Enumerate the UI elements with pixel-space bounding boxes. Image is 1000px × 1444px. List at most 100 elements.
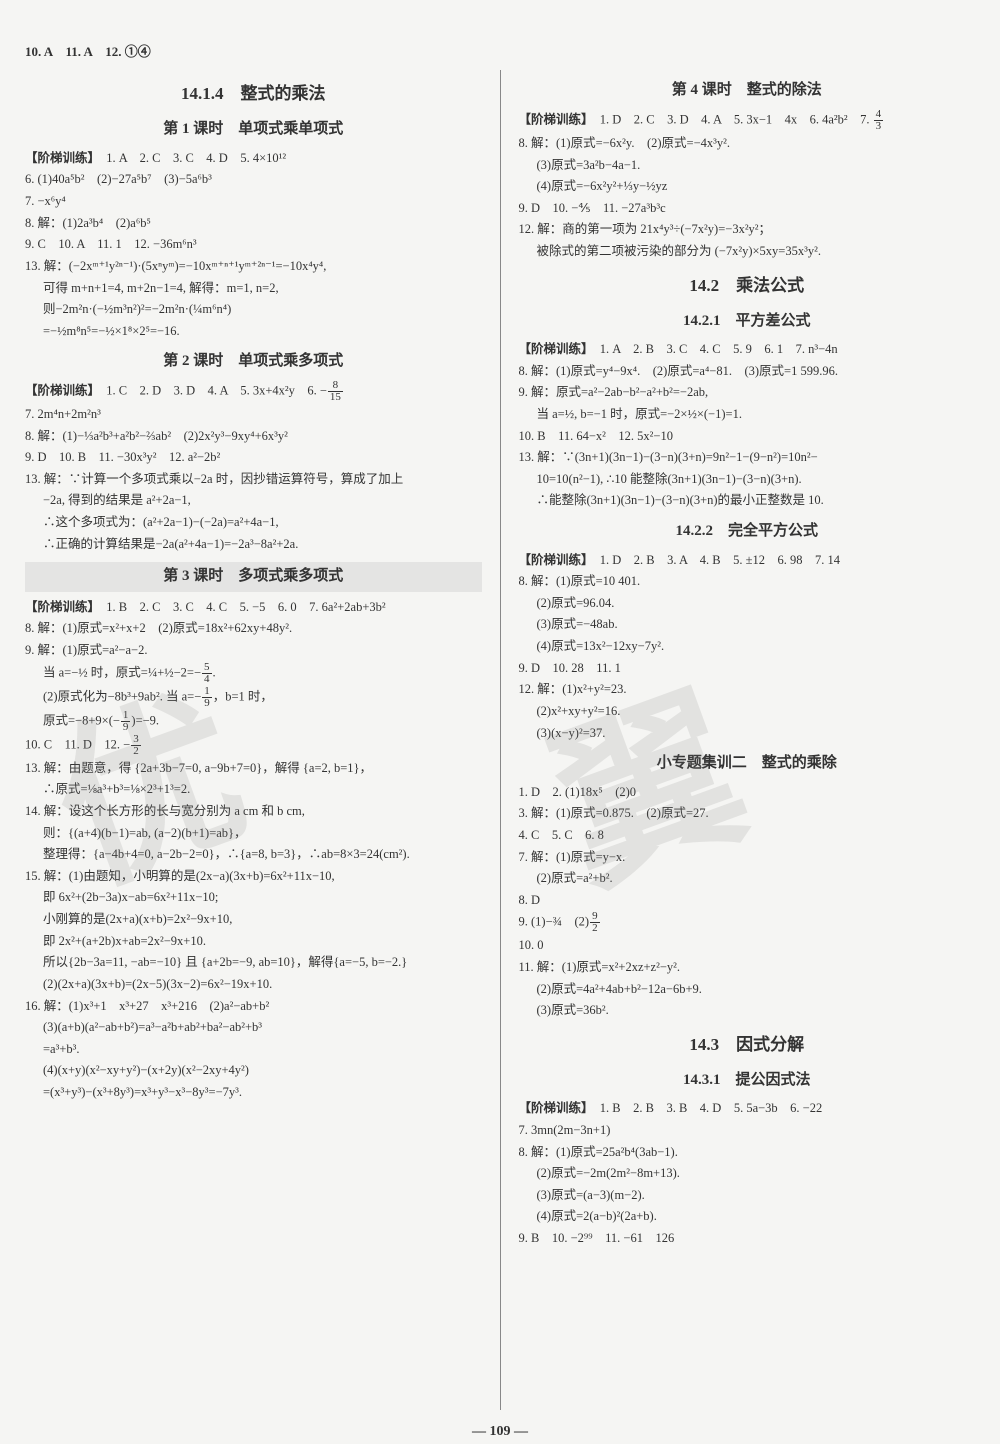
l2-q1-6: 1. C 2. D 3. D 4. A 5. 3x+4x²y 6. − [106, 383, 327, 397]
l3-q16-3: =a³+b³. [25, 1039, 482, 1060]
l3-q1-7: 1. B 2. C 3. C 4. C 5. −5 6. 0 7. 6a²+2a… [106, 600, 385, 614]
l1-q13-3: 则−2m²n·(−½m³n²)²=−2m²n·(¼m⁶n⁴) [25, 299, 482, 320]
section-14-2-title: 14.2 乘法公式 [519, 272, 976, 301]
s1421-q13-1: 13. 解：∵(3n+1)(3n−1)−(3−n)(3+n)=9n²−1−(9−… [519, 447, 976, 468]
l3-q14-1: 14. 解：设这个长方形的长与宽分别为 a cm 和 b cm, [25, 801, 482, 822]
l1-q13-4: =−½m⁸n⁵=−½×1⁸×2⁵=−16. [25, 321, 482, 342]
s1421-q9-2: 当 a=½, b=−1 时，原式=−2×½×(−1)=1. [519, 404, 976, 425]
t2-q4-6: 4. C 5. C 6. 8 [519, 825, 976, 846]
s1422-q12-1: 12. 解：(1)x²+y²=23. [519, 679, 976, 700]
l4-q8-1: 8. 解：(1)原式=−6x²y. (2)原式=−4x³y². [519, 133, 976, 154]
l2-q7: 7. 2m⁴n+2m²n³ [25, 404, 482, 425]
topic2-title: 小专题集训二 整式的乘除 [519, 751, 976, 777]
l3-q14-2: 则：{(a+4)(b−1)=ab, (a−2)(b+1)=ab}， [25, 823, 482, 844]
s1431-q9-11: 9. B 10. −2⁹⁹ 11. −61 126 [519, 1228, 976, 1249]
s1422-q9-11: 9. D 10. 28 11. 1 [519, 658, 976, 679]
l3-q16-2: (3)(a+b)(a²−ab+b²)=a³−a²b+ab²+ba²−ab²+b³ [25, 1017, 482, 1038]
l3-q9-4: 原式=−8+9×(−19)=−9. [25, 710, 482, 733]
t2-q11-2: (2)原式=4a²+4ab+b²−12a−6b+9. [519, 979, 976, 1000]
l1-q7: 7. −x⁶y⁴ [25, 191, 482, 212]
s1422-q8-4: (4)原式=13x²−12xy−7y². [519, 636, 976, 657]
l3-q15-4: 即 2x²+(a+2b)x+ab=2x²−9x+10. [25, 931, 482, 952]
s1421-label: 【阶梯训练】 [519, 342, 588, 356]
l3-q14-3: 整理得：{a−4b+4=0, a−2b−2=0}，∴{a=8, b=3}，∴ab… [25, 844, 482, 865]
top-line: 10. A 11. A 12. ①④ [25, 41, 975, 62]
t2-q3: 3. 解：(1)原式=0.875. (2)原式=27. [519, 803, 976, 824]
l4-q9-11: 9. D 10. −⅘ 11. −27a³b³c [519, 198, 976, 219]
l3-q15-6: (2)(2x+a)(3x+b)=(2x−5)(3x−2)=6x²−19x+10. [25, 974, 482, 995]
l3-q15-2: 即 6x²+(2b−3a)x−ab=6x²+11x−10; [25, 887, 482, 908]
l2-q13-3: ∴这个多项式为：(a²+2a−1)−(−2a)=a²+4a−1, [25, 512, 482, 533]
t2-q9: 9. (1)−¾ (2)92 [519, 911, 976, 934]
l2-q6-frac: 815 [328, 380, 343, 403]
column-divider [500, 70, 501, 1410]
s1422-q12-2: (2)x²+xy+y²=16. [519, 701, 976, 722]
l3-q16-5: =(x³+y³)−(x³+8y³)=x³+y³−x³−8y³=−7y³. [25, 1082, 482, 1103]
l2-q13-1: 13. 解：∵计算一个多项式乘以−2a 时，因抄错运算符号，算成了加上 [25, 469, 482, 490]
l1-q6: 6. (1)40a⁵b² (2)−27a⁵b⁷ (3)−5a⁶b³ [25, 169, 482, 190]
l3-q9-2: 当 a=−½ 时，原式=¼+½−2=−54. [25, 662, 482, 685]
lesson3-title: 第 3 课时 多项式乘多项式 [25, 562, 482, 592]
l1-q8: 8. 解：(1)2a³b⁴ (2)a⁶b⁵ [25, 213, 482, 234]
l1-q13-1: 13. 解：(−2xᵐ⁺¹y²ⁿ⁻¹)·(5xⁿyᵐ)=−10xᵐ⁺ⁿ⁺¹yᵐ⁺… [25, 256, 482, 277]
page-number: — 109 — [25, 1420, 975, 1444]
s1431-q7: 7. 3mn(2m−3n+1) [519, 1120, 976, 1141]
l3-q16-1: 16. 解：(1)x³+1 x³+27 x³+216 (2)a²−ab+b² [25, 996, 482, 1017]
l3-q13-1: 13. 解：由题意，得 {2a+3b−7=0, a−9b+7=0}，解得 {a=… [25, 758, 482, 779]
s1421-q13-2: 10=10(n²−1), ∴10 能整除(3n+1)(3n−1)−(3−n)(3… [519, 469, 976, 490]
l4-q12-2: 被除式的第二项被污染的部分为 (−7x²y)×5xy=35x³y². [519, 241, 976, 262]
page-columns: 14.1.4 整式的乘法 第 1 课时 单项式乘单项式 【阶梯训练】 1. A … [25, 70, 975, 1410]
s1422-q8-2: (2)原式=96.04. [519, 593, 976, 614]
s1431-label: 【阶梯训练】 [519, 1101, 588, 1115]
l3-q16-4: (4)(x+y)(x²−xy+y²)−(x+2y)(x²−2xy+4y²) [25, 1060, 482, 1081]
lesson1-label: 【阶梯训练】 [25, 151, 94, 165]
l4-q8-2: (3)原式=3a²b−4a−1. [519, 155, 976, 176]
s1422-q8-3: (3)原式=−48ab. [519, 614, 976, 635]
lesson1-title: 第 1 课时 单项式乘单项式 [25, 117, 482, 143]
s1431-q1-6: 1. B 2. B 3. B 4. D 5. 5a−3b 6. −22 [600, 1101, 822, 1115]
l1-q1-5: 1. A 2. C 3. C 4. D 5. 4×10¹² [106, 151, 286, 165]
lesson3-label: 【阶梯训练】 [25, 600, 94, 614]
section-14-2-2-title: 14.2.2 完全平方公式 [519, 519, 976, 545]
l3-q13-2: ∴原式=⅛a³+b³=⅛×2³+1³=2. [25, 779, 482, 800]
s1422-q1-7: 1. D 2. B 3. A 4. B 5. ±12 6. 98 7. 14 [600, 553, 840, 567]
l3-q9-3: (2)原式化为−8b³+9ab². 当 a=−19，b=1 时， [25, 686, 482, 709]
s1422-q12-3: (3)(x−y)²=37. [519, 723, 976, 744]
l2-q8: 8. 解：(1)−⅓a²b³+a²b²−⅔ab² (2)2x²y³−9xy⁴+6… [25, 426, 482, 447]
t2-q7-1: 7. 解：(1)原式=y−x. [519, 847, 976, 868]
l1-q13-2: 可得 m+n+1=4, m+2n−1=4, 解得：m=1, n=2, [25, 278, 482, 299]
t2-q1-2: 1. D 2. (1)18x⁵ (2)0 [519, 782, 976, 803]
lesson2-title: 第 2 课时 单项式乘多项式 [25, 349, 482, 375]
section-14-3-title: 14.3 因式分解 [519, 1031, 976, 1060]
s1422-q8-1: 8. 解：(1)原式=10 401. [519, 571, 976, 592]
s1421-q1-7: 1. A 2. B 3. C 4. C 5. 9 6. 1 7. n³−4n [600, 342, 838, 356]
left-column: 14.1.4 整式的乘法 第 1 课时 单项式乘单项式 【阶梯训练】 1. A … [25, 70, 482, 1410]
l1-q9-12: 9. C 10. A 11. 1 12. −36m⁶n³ [25, 234, 482, 255]
l2-q13-2: −2a, 得到的结果是 a²+2a−1, [25, 490, 482, 511]
right-column: 第 4 课时 整式的除法 【阶梯训练】 1. D 2. C 3. D 4. A … [519, 70, 976, 1410]
s1421-q13-3: ∴能整除(3n+1)(3n−1)−(3−n)(3+n)的最小正整数是 10. [519, 490, 976, 511]
l3-q15-1: 15. 解：(1)由题知，小明算的是(2x−a)(3x+b)=6x²+11x−1… [25, 866, 482, 887]
lesson4-label: 【阶梯训练】 [519, 112, 588, 126]
lesson4-title: 第 4 课时 整式的除法 [519, 78, 976, 104]
l4-q12-1: 12. 解：商的第一项为 21x⁴y³÷(−7x²y)=−3x²y²； [519, 219, 976, 240]
t2-q10: 10. 0 [519, 935, 976, 956]
l4-q1-7: 1. D 2. C 3. D 4. A 5. 3x−1 4x 6. 4a²b² … [600, 112, 873, 126]
s1422-label: 【阶梯训练】 [519, 553, 588, 567]
s1431-q8-3: (3)原式=(a−3)(m−2). [519, 1185, 976, 1206]
s1431-q8-4: (4)原式=2(a−b)²(2a+b). [519, 1206, 976, 1227]
l3-q15-5: 所以{2b−3a=11, −ab=−10} 且 {a+2b=−9, ab=10}… [25, 952, 482, 973]
s1421-q9-1: 9. 解：原式=a²−2ab−b²−a²+b²=−2ab, [519, 382, 976, 403]
t2-q11-3: (3)原式=36b². [519, 1000, 976, 1021]
lesson2-label: 【阶梯训练】 [25, 383, 94, 397]
s1421-q10-12: 10. B 11. 64−x² 12. 5x²−10 [519, 426, 976, 447]
l2-q13-4: ∴正确的计算结果是−2a(a²+4a−1)=−2a³−8a²+2a. [25, 534, 482, 555]
l3-q15-3: 小刚算的是(2x+a)(x+b)=2x²−9x+10, [25, 909, 482, 930]
l3-q9-1: 9. 解：(1)原式=a²−a−2. [25, 640, 482, 661]
t2-q7-2: (2)原式=a²+b². [519, 868, 976, 889]
s1431-q8-2: (2)原式=−2m(2m²−8m+13). [519, 1163, 976, 1184]
section-14-1-4-title: 14.1.4 整式的乘法 [25, 80, 482, 109]
section-14-3-1-title: 14.3.1 提公因式法 [519, 1068, 976, 1094]
l3-q10-12: 10. C 11. D 12. −32 [25, 734, 482, 757]
section-14-2-1-title: 14.2.1 平方差公式 [519, 309, 976, 335]
